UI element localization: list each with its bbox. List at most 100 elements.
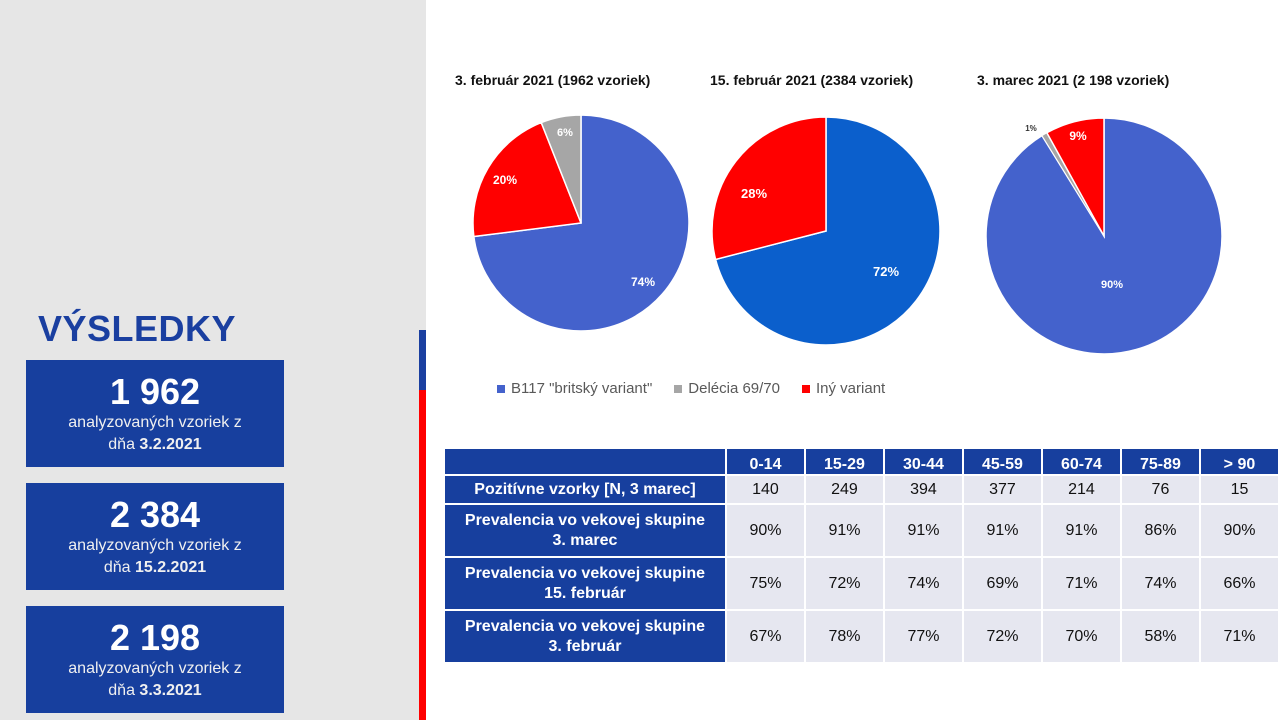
- table-cell: 76: [1121, 476, 1199, 503]
- pie-slice-other: [472, 121, 583, 238]
- pie-title-feb15: 15. február 2021 (2384 vzoriek): [710, 72, 914, 88]
- pie-chart-feb3: 74% 6% 20%: [472, 114, 690, 332]
- table-cell: 71%: [1200, 611, 1278, 662]
- pie-slice-deletion: [540, 114, 582, 224]
- row-header-line1: Prevalencia vo vekovej skupine: [464, 511, 706, 529]
- table-row: Pozitívne vzorky [N, 3 marec] 140 249 39…: [445, 476, 1278, 503]
- stat-desc-line2: dňa 3.2.2021: [26, 434, 284, 456]
- results-title: VÝSLEDKY: [38, 308, 237, 349]
- legend-label: B117 "britský variant": [511, 380, 653, 397]
- pie-label-other: 20%: [493, 173, 517, 187]
- stat-desc-line1: analyzovaných vzoriek z: [68, 414, 242, 431]
- table-cell: 66%: [1200, 558, 1278, 609]
- table-cell: 72%: [805, 558, 883, 609]
- legend-swatch-icon: [497, 384, 505, 393]
- table-header-age: 15-29: [805, 449, 883, 474]
- table-cell: 394: [884, 476, 962, 503]
- stat-desc-line2: dňa 15.2.2021: [26, 557, 284, 579]
- stat-desc-prefix: dňa: [108, 436, 140, 453]
- chart-legend: B117 "britský variant" Delécia 69/70 Iný…: [497, 380, 885, 397]
- stat-number: 2 384: [109, 494, 201, 535]
- row-header: Prevalencia vo vekovej skupine 3. marec: [445, 505, 725, 556]
- legend-swatch-icon: [674, 384, 683, 393]
- stat-date: 3.3.2021: [139, 682, 202, 699]
- legend-label: Iný variant: [816, 380, 886, 397]
- pie-label-other: 9%: [1069, 129, 1087, 143]
- pie-title-feb3: 3. február 2021 (1962 vzoriek): [455, 72, 651, 88]
- table-header-age: 0-14: [726, 449, 804, 474]
- stat-desc-line2: dňa 3.3.2021: [26, 680, 284, 702]
- table-header-age: 45-59: [963, 449, 1041, 474]
- stat-desc-prefix: dňa: [103, 559, 135, 576]
- table-row: Prevalencia vo vekovej skupine 15. februá…: [445, 558, 1278, 609]
- legend-swatch-icon: [802, 384, 810, 393]
- stat-desc-line1: analyzovaných vzoriek z: [68, 537, 242, 554]
- table-row: Prevalencia vo vekovej skupine 3. marec 9…: [445, 505, 1278, 556]
- prevalence-table: 0-14 15-29 30-44 45-59 60-74 75-89 > 90 …: [443, 447, 1280, 664]
- pie-slice-other: [1045, 117, 1105, 239]
- stat-number: 2 198: [109, 617, 201, 658]
- table-cell: 90%: [1200, 505, 1278, 556]
- table-cell: 91%: [805, 505, 883, 556]
- stat-desc-prefix: dňa: [108, 682, 140, 699]
- table-cell: 90%: [726, 505, 804, 556]
- pie-slice-other: [711, 116, 827, 261]
- pie-title-mar3: 3. marec 2021 (2 198 vzoriek): [977, 72, 1170, 88]
- table-cell: 91%: [963, 505, 1041, 556]
- legend-item-b117: B117 "britský variant": [497, 380, 652, 397]
- table-cell: 72%: [963, 611, 1041, 662]
- table-cell: 77%: [884, 611, 962, 662]
- legend-item-deletion: Delécia 69/70: [674, 380, 780, 397]
- accent-stripe-blue: [419, 330, 426, 390]
- pie-label-deletion: 1%: [1025, 124, 1037, 133]
- pie-chart-mar3: 90% 1% 9%: [985, 117, 1223, 355]
- table-header-age: 60-74: [1042, 449, 1120, 474]
- table-cell: 75%: [726, 558, 804, 609]
- legend-label: Delécia 69/70: [688, 380, 780, 397]
- table-header-row: 0-14 15-29 30-44 45-59 60-74 75-89 > 90: [445, 449, 1278, 474]
- row-header-line1: Prevalencia vo vekovej skupine: [464, 617, 706, 635]
- table-cell: 74%: [1121, 558, 1199, 609]
- stat-box-mar3: 2 198 analyzovaných vzoriek z dňa 3.3.20…: [26, 606, 284, 713]
- pie-label-b117: 74%: [631, 275, 655, 289]
- row-header-line2: 15. február: [544, 584, 626, 602]
- table-header-age: > 90: [1200, 449, 1278, 474]
- table-cell: 58%: [1121, 611, 1199, 662]
- pie-label-b117: 72%: [873, 264, 899, 279]
- table-cell: 67%: [726, 611, 804, 662]
- table-cell: 91%: [884, 505, 962, 556]
- table-row: Prevalencia vo vekovej skupine 3. február…: [445, 611, 1278, 662]
- stat-box-feb3: 1 962 analyzovaných vzoriek z dňa 3.2.20…: [26, 360, 284, 467]
- table-cell: 69%: [963, 558, 1041, 609]
- row-header: Prevalencia vo vekovej skupine 3. február: [445, 611, 725, 662]
- pie-label-b117: 90%: [1101, 279, 1123, 291]
- row-header-line2: 3. marec: [552, 531, 618, 549]
- stat-desc-line1: analyzovaných vzoriek z: [68, 660, 242, 677]
- accent-stripe-red: [419, 390, 426, 720]
- row-header-line2: 3. február: [548, 637, 622, 655]
- pie-slice-b117: [714, 116, 941, 346]
- pie-chart-feb15: 72% 28%: [711, 116, 941, 346]
- table-cell: 377: [963, 476, 1041, 503]
- table-header-blank: [445, 449, 725, 474]
- legend-item-other: Iný variant: [802, 380, 885, 397]
- table-cell: 140: [726, 476, 804, 503]
- table-cell: 70%: [1042, 611, 1120, 662]
- row-header: Prevalencia vo vekovej skupine 15. februá…: [445, 558, 725, 609]
- stat-number: 1 962: [109, 371, 201, 412]
- row-header: Pozitívne vzorky [N, 3 marec]: [445, 476, 725, 503]
- table-cell: 91%: [1042, 505, 1120, 556]
- stat-date: 3.2.2021: [139, 436, 202, 453]
- stat-box-feb15: 2 384 analyzovaných vzoriek z dňa 15.2.2…: [26, 483, 284, 590]
- table-cell: 71%: [1042, 558, 1120, 609]
- table-cell: 86%: [1121, 505, 1199, 556]
- table-cell: 214: [1042, 476, 1120, 503]
- table-cell: 74%: [884, 558, 962, 609]
- table-header-age: 30-44: [884, 449, 962, 474]
- table-header-age: 75-89: [1121, 449, 1199, 474]
- pie-label-deletion: 6%: [557, 127, 573, 139]
- table-cell: 78%: [805, 611, 883, 662]
- pie-label-other: 28%: [741, 186, 767, 201]
- stat-date: 15.2.2021: [134, 559, 207, 576]
- row-header-line1: Prevalencia vo vekovej skupine: [464, 564, 706, 582]
